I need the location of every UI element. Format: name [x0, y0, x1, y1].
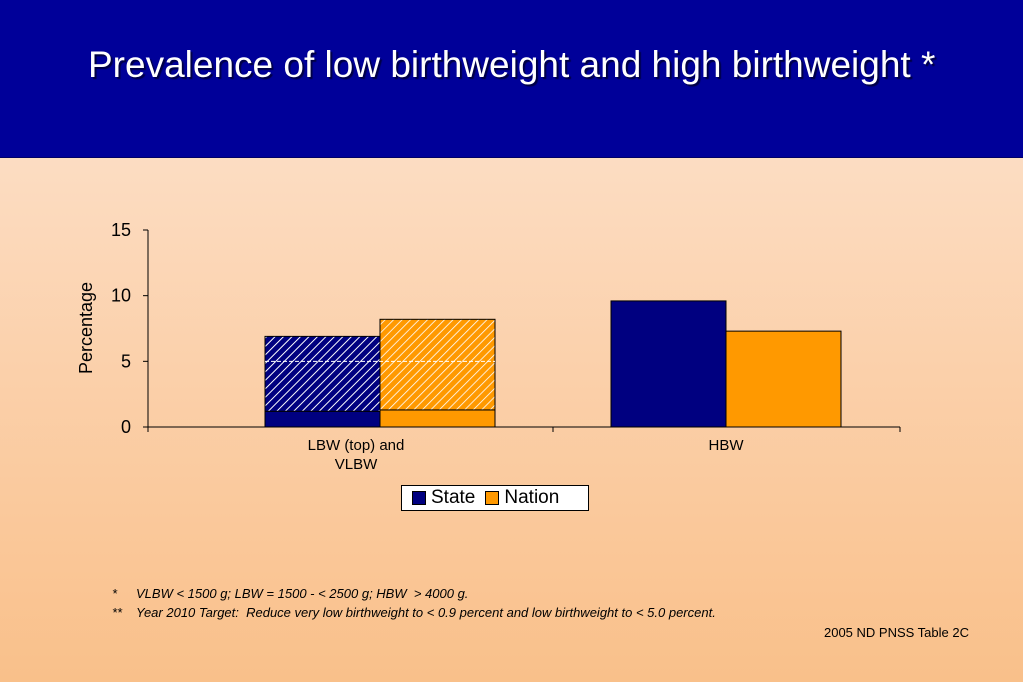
source-note: 2005 ND PNSS Table 2C [823, 625, 969, 640]
title-bar: Prevalence of low birthweight and high b… [0, 0, 1023, 158]
y-axis-label: Percentage [76, 282, 96, 374]
bar-nation-vlbw [379, 409, 496, 428]
slide-title: Prevalence of low birthweight and high b… [88, 44, 936, 85]
footnote-2-mark: ** [112, 605, 123, 620]
footnote-1: * VLBW < 1500 g; LBW = 1500 - < 2500 g; H… [112, 586, 468, 601]
footnote-1-text: VLBW < 1500 g; LBW = 1500 - < 2500 g; HB… [136, 586, 469, 601]
footnote-2-text: Year 2010 Target: Reduce very low birthw… [136, 605, 716, 620]
bar-state-1 [610, 300, 727, 428]
legend-item-nation: Nation [485, 487, 559, 509]
legend-item-state: State [412, 487, 475, 509]
bar-state-lbw [264, 335, 381, 412]
footnote-1-mark: * [112, 586, 118, 601]
legend-label-state: State [431, 487, 476, 508]
chart-legend: State Nation [401, 485, 589, 511]
bar-nation-1 [725, 330, 842, 428]
x-category-label: LBW (top) and VLBW [308, 437, 405, 473]
x-category-label: HBW [709, 437, 745, 454]
y-tick-label: 0 [121, 417, 131, 437]
bar-nation-lbw [379, 318, 496, 411]
y-tick-label: 10 [111, 286, 131, 306]
bar-state-vlbw [264, 410, 381, 428]
legend-swatch-nation [485, 491, 500, 505]
footnote-2: ** Year 2010 Target: Reduce very low birt… [112, 605, 716, 620]
y-tick-label: 5 [121, 351, 131, 371]
legend-label-nation: Nation [504, 487, 560, 508]
legend-swatch-state [412, 491, 426, 505]
y-tick-label: 15 [111, 220, 131, 240]
